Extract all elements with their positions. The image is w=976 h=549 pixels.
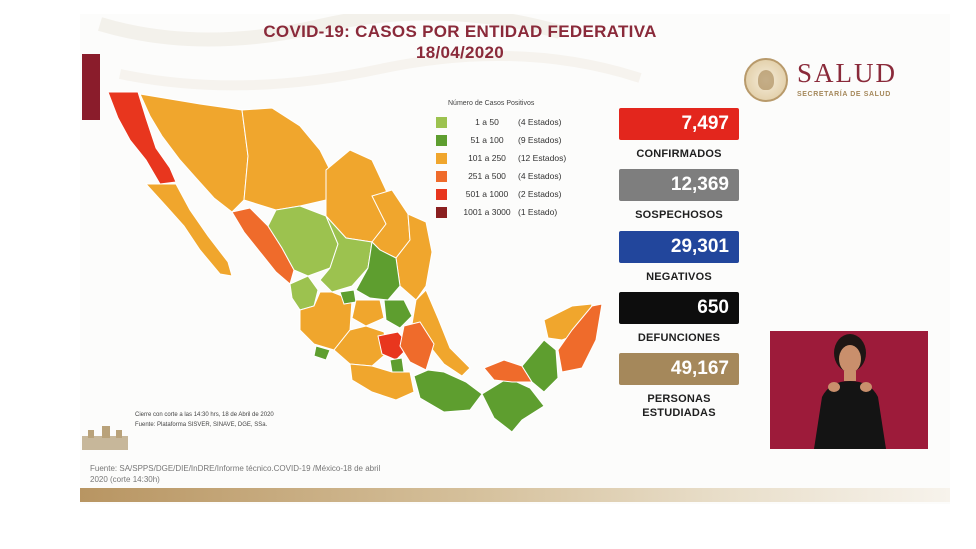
map-footnote: Cierre con corte a las 14:30 hrs, 18 de …	[135, 410, 274, 430]
state-chihuahua	[241, 107, 331, 211]
legend-count: (12 Estados)	[518, 153, 567, 163]
title-date: 18/04/2020	[415, 43, 505, 62]
legend-count: (9 Estados)	[518, 135, 562, 145]
stat-label: DEFUNCIONES	[637, 332, 721, 344]
legend-count: (2 Estados)	[518, 189, 562, 199]
legend-range: 251 a 500	[468, 171, 506, 181]
stat-value: 49,167	[619, 353, 739, 385]
stat-card-confirmados: 7,497 CONFIRMADOS	[619, 108, 739, 161]
state-morelos	[389, 357, 405, 373]
stat-label: PERSONAS ESTUDIADAS	[619, 392, 739, 420]
legend-range: 101 a 250	[468, 153, 506, 163]
page-title: COVID-19: CASOS POR ENTIDAD FEDERATIVA 1…	[200, 21, 720, 63]
legend-item: 51 a 100 (9 Estados)	[436, 131, 576, 149]
legend-item: 251 a 500 (4 Estados)	[436, 167, 576, 185]
legend-item: 501 a 1000 (2 Estados)	[436, 185, 576, 203]
legend-swatch	[436, 188, 447, 200]
state-durango	[267, 205, 339, 277]
stat-label-line-2: ESTUDIADAS	[642, 407, 716, 419]
legend-range: 1 a 50	[475, 117, 499, 127]
legend-count: (4 Estados)	[518, 117, 562, 127]
state-quintana-roo	[557, 303, 603, 373]
source-line-1: Fuente: SA/SPPS/DGE/DIE/InDRE/Informe té…	[90, 464, 381, 473]
state-baja-california-sur	[144, 183, 233, 277]
stat-value: 7,497	[619, 108, 739, 140]
state-nayarit	[289, 275, 319, 311]
stat-card-sospechosos: 12,369 SOSPECHOSOS	[619, 169, 739, 222]
legend-swatch	[436, 206, 447, 218]
legend-swatch	[436, 116, 447, 128]
legend-range: 1001 a 3000	[463, 207, 511, 217]
stat-value: 29,301	[619, 231, 739, 263]
state-hidalgo	[383, 299, 413, 329]
source-citation: Fuente: SA/SPPS/DGE/DIE/InDRE/Informe té…	[90, 463, 380, 485]
stat-card-defunciones: 650 DEFUNCIONES	[619, 292, 739, 345]
building-icon	[82, 426, 128, 450]
decorative-pattern	[97, 14, 642, 91]
stat-label-line-1: PERSONAS	[647, 393, 711, 405]
state-oaxaca	[413, 369, 483, 413]
legend-item: 1001 a 3000 (1 Estado)	[436, 203, 576, 221]
state-baja-california	[107, 91, 177, 185]
map-legend: Número de Casos Positivos 1 a 50 (4 Estad…	[436, 100, 576, 221]
cutoff-note: Cierre con corte a las 14:30 hrs, 18 de …	[135, 412, 274, 418]
stat-value: 650	[619, 292, 739, 324]
legend-item: 1 a 50 (4 Estados)	[436, 113, 576, 131]
sign-language-interpreter-video	[770, 331, 928, 449]
source-line-2: 2020 (corte 14:30h)	[90, 475, 160, 484]
state-colima	[313, 345, 331, 361]
state-sonora	[139, 93, 249, 213]
logo-subtitle: SECRETARÍA DE SALUD	[797, 91, 891, 98]
legend-count: (1 Estado)	[518, 207, 558, 217]
accent-bar	[82, 54, 100, 120]
legend-swatch	[436, 152, 447, 164]
platform-note: Fuente: Plataforma SISVER, SINAVE, DGE, …	[135, 422, 268, 428]
stat-card-negativos: 29,301 NEGATIVOS	[619, 231, 739, 284]
interpreter-figure	[814, 334, 886, 449]
legend-range: 501 a 1000	[465, 189, 509, 199]
legend-range: 51 a 100	[470, 135, 504, 145]
title-line-1: COVID-19: CASOS POR ENTIDAD FEDERATIVA	[263, 22, 657, 41]
state-sinaloa	[231, 207, 295, 285]
state-guerrero	[349, 363, 415, 401]
state-chiapas	[481, 377, 545, 433]
stat-value: 12,369	[619, 169, 739, 201]
logo-name: SALUD	[797, 58, 898, 88]
state-puebla	[399, 321, 435, 371]
legend-count: (4 Estados)	[518, 171, 562, 181]
stat-label: SOSPECHOSOS	[635, 209, 723, 221]
legend-swatch	[436, 170, 447, 182]
state-jalisco	[299, 291, 353, 351]
state-campeche	[521, 339, 559, 393]
stat-label: CONFIRMADOS	[636, 148, 722, 160]
legend-title: Número de Casos Positivos	[448, 100, 535, 107]
national-seal-icon	[744, 58, 788, 102]
legend-swatch	[436, 134, 447, 146]
state-guanajuato	[351, 299, 385, 327]
stat-label: NEGATIVOS	[646, 271, 712, 283]
stat-card-personas-estudiadas: 49,167 PERSONAS ESTUDIADAS	[619, 353, 739, 420]
legend-item: 101 a 250 (12 Estados)	[436, 149, 576, 167]
bottom-gradient-bar	[80, 488, 950, 502]
state-zacatecas	[319, 215, 373, 293]
